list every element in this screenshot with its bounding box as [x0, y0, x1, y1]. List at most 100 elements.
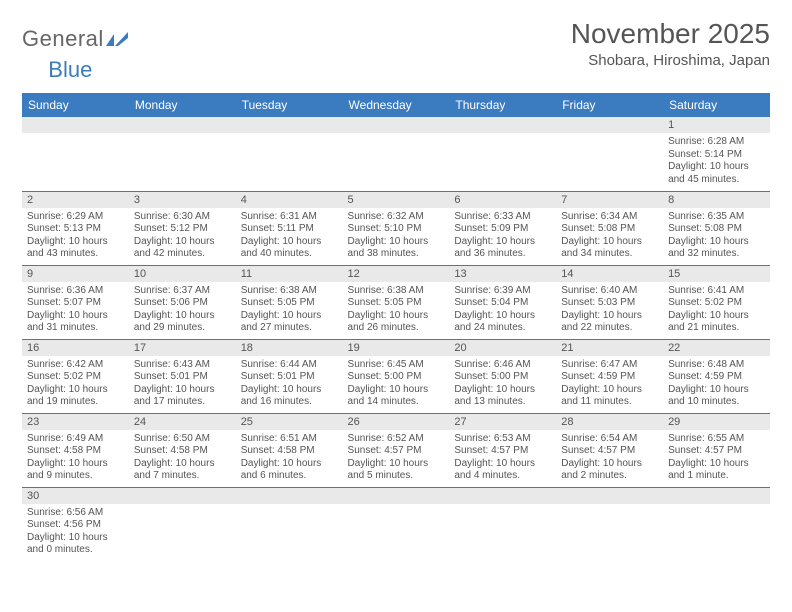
day-number: 20 — [449, 340, 556, 356]
day-number: 18 — [236, 340, 343, 356]
day-cell — [663, 487, 770, 561]
day-number: 11 — [236, 266, 343, 282]
month-title: November 2025 — [571, 18, 770, 50]
day-number: 2 — [22, 192, 129, 208]
day-cell: 5Sunrise: 6:32 AMSunset: 5:10 PMDaylight… — [343, 191, 450, 265]
day-details: Sunrise: 6:31 AMSunset: 5:11 PMDaylight:… — [236, 208, 343, 264]
logo-text-2: Blue — [48, 57, 92, 83]
calendar-table: SundayMondayTuesdayWednesdayThursdayFrid… — [22, 93, 770, 561]
day-cell: 2Sunrise: 6:29 AMSunset: 5:13 PMDaylight… — [22, 191, 129, 265]
day-details: Sunrise: 6:55 AMSunset: 4:57 PMDaylight:… — [663, 430, 770, 486]
calendar-header-row: SundayMondayTuesdayWednesdayThursdayFrid… — [22, 93, 770, 117]
empty-day-bar — [22, 117, 129, 133]
day-details: Sunrise: 6:38 AMSunset: 5:05 PMDaylight:… — [343, 282, 450, 338]
day-number: 13 — [449, 266, 556, 282]
day-cell — [556, 487, 663, 561]
day-cell: 6Sunrise: 6:33 AMSunset: 5:09 PMDaylight… — [449, 191, 556, 265]
day-number: 16 — [22, 340, 129, 356]
day-cell — [343, 487, 450, 561]
day-header: Sunday — [22, 93, 129, 117]
day-details: Sunrise: 6:54 AMSunset: 4:57 PMDaylight:… — [556, 430, 663, 486]
day-details: Sunrise: 6:46 AMSunset: 5:00 PMDaylight:… — [449, 356, 556, 412]
logo: General — [22, 18, 128, 52]
day-number: 12 — [343, 266, 450, 282]
day-cell — [129, 117, 236, 191]
day-cell: 7Sunrise: 6:34 AMSunset: 5:08 PMDaylight… — [556, 191, 663, 265]
day-cell — [556, 117, 663, 191]
day-number: 8 — [663, 192, 770, 208]
day-cell: 15Sunrise: 6:41 AMSunset: 5:02 PMDayligh… — [663, 265, 770, 339]
day-details: Sunrise: 6:43 AMSunset: 5:01 PMDaylight:… — [129, 356, 236, 412]
day-details: Sunrise: 6:35 AMSunset: 5:08 PMDaylight:… — [663, 208, 770, 264]
day-number: 29 — [663, 414, 770, 430]
day-cell: 10Sunrise: 6:37 AMSunset: 5:06 PMDayligh… — [129, 265, 236, 339]
empty-day-bar — [343, 488, 450, 504]
day-number: 10 — [129, 266, 236, 282]
day-cell: 18Sunrise: 6:44 AMSunset: 5:01 PMDayligh… — [236, 339, 343, 413]
day-cell — [449, 117, 556, 191]
day-number: 19 — [343, 340, 450, 356]
day-number: 23 — [22, 414, 129, 430]
empty-day-bar — [663, 488, 770, 504]
day-cell — [236, 117, 343, 191]
day-cell: 3Sunrise: 6:30 AMSunset: 5:12 PMDaylight… — [129, 191, 236, 265]
day-number: 1 — [663, 117, 770, 133]
location: Shobara, Hiroshima, Japan — [571, 52, 770, 69]
day-number: 3 — [129, 192, 236, 208]
empty-day-bar — [236, 488, 343, 504]
day-cell — [343, 117, 450, 191]
day-cell: 16Sunrise: 6:42 AMSunset: 5:02 PMDayligh… — [22, 339, 129, 413]
day-cell: 24Sunrise: 6:50 AMSunset: 4:58 PMDayligh… — [129, 413, 236, 487]
day-cell: 25Sunrise: 6:51 AMSunset: 4:58 PMDayligh… — [236, 413, 343, 487]
day-cell: 22Sunrise: 6:48 AMSunset: 4:59 PMDayligh… — [663, 339, 770, 413]
day-cell — [449, 487, 556, 561]
day-cell: 17Sunrise: 6:43 AMSunset: 5:01 PMDayligh… — [129, 339, 236, 413]
day-number: 22 — [663, 340, 770, 356]
day-number: 14 — [556, 266, 663, 282]
day-details: Sunrise: 6:49 AMSunset: 4:58 PMDaylight:… — [22, 430, 129, 486]
day-details: Sunrise: 6:41 AMSunset: 5:02 PMDaylight:… — [663, 282, 770, 338]
day-cell: 12Sunrise: 6:38 AMSunset: 5:05 PMDayligh… — [343, 265, 450, 339]
day-cell: 19Sunrise: 6:45 AMSunset: 5:00 PMDayligh… — [343, 339, 450, 413]
day-cell: 20Sunrise: 6:46 AMSunset: 5:00 PMDayligh… — [449, 339, 556, 413]
day-header: Tuesday — [236, 93, 343, 117]
day-details: Sunrise: 6:33 AMSunset: 5:09 PMDaylight:… — [449, 208, 556, 264]
day-number: 30 — [22, 488, 129, 504]
day-header: Saturday — [663, 93, 770, 117]
week-row: 1Sunrise: 6:28 AMSunset: 5:14 PMDaylight… — [22, 117, 770, 191]
day-details: Sunrise: 6:45 AMSunset: 5:00 PMDaylight:… — [343, 356, 450, 412]
day-details: Sunrise: 6:38 AMSunset: 5:05 PMDaylight:… — [236, 282, 343, 338]
page: General November 2025 Shobara, Hiroshima… — [0, 0, 792, 579]
day-header: Friday — [556, 93, 663, 117]
logo-text-1: General — [22, 26, 104, 52]
empty-day-bar — [129, 117, 236, 133]
day-details: Sunrise: 6:52 AMSunset: 4:57 PMDaylight:… — [343, 430, 450, 486]
day-number: 6 — [449, 192, 556, 208]
day-details: Sunrise: 6:28 AMSunset: 5:14 PMDaylight:… — [663, 133, 770, 189]
day-cell — [22, 117, 129, 191]
title-block: November 2025 Shobara, Hiroshima, Japan — [571, 18, 770, 69]
day-details: Sunrise: 6:32 AMSunset: 5:10 PMDaylight:… — [343, 208, 450, 264]
week-row: 2Sunrise: 6:29 AMSunset: 5:13 PMDaylight… — [22, 191, 770, 265]
day-cell: 30Sunrise: 6:56 AMSunset: 4:56 PMDayligh… — [22, 487, 129, 561]
day-details: Sunrise: 6:42 AMSunset: 5:02 PMDaylight:… — [22, 356, 129, 412]
week-row: 9Sunrise: 6:36 AMSunset: 5:07 PMDaylight… — [22, 265, 770, 339]
day-cell — [236, 487, 343, 561]
day-details: Sunrise: 6:30 AMSunset: 5:12 PMDaylight:… — [129, 208, 236, 264]
day-cell: 13Sunrise: 6:39 AMSunset: 5:04 PMDayligh… — [449, 265, 556, 339]
day-number: 15 — [663, 266, 770, 282]
day-details: Sunrise: 6:56 AMSunset: 4:56 PMDaylight:… — [22, 504, 129, 560]
empty-day-bar — [449, 488, 556, 504]
day-details: Sunrise: 6:51 AMSunset: 4:58 PMDaylight:… — [236, 430, 343, 486]
day-cell: 21Sunrise: 6:47 AMSunset: 4:59 PMDayligh… — [556, 339, 663, 413]
empty-day-bar — [343, 117, 450, 133]
day-cell: 4Sunrise: 6:31 AMSunset: 5:11 PMDaylight… — [236, 191, 343, 265]
empty-day-bar — [129, 488, 236, 504]
empty-day-bar — [556, 488, 663, 504]
day-cell: 14Sunrise: 6:40 AMSunset: 5:03 PMDayligh… — [556, 265, 663, 339]
day-number: 26 — [343, 414, 450, 430]
day-cell — [129, 487, 236, 561]
day-details: Sunrise: 6:34 AMSunset: 5:08 PMDaylight:… — [556, 208, 663, 264]
day-cell: 28Sunrise: 6:54 AMSunset: 4:57 PMDayligh… — [556, 413, 663, 487]
day-cell: 11Sunrise: 6:38 AMSunset: 5:05 PMDayligh… — [236, 265, 343, 339]
